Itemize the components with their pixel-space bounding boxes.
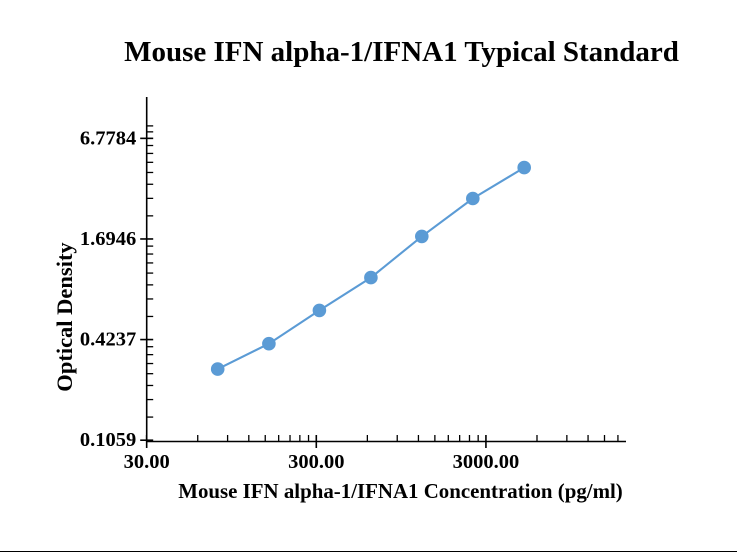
svg-text:1.6946: 1.6946 (80, 228, 136, 250)
svg-text:3000.00: 3000.00 (453, 451, 520, 473)
svg-text:0.1059: 0.1059 (80, 429, 136, 451)
svg-text:30.00: 30.00 (124, 451, 170, 473)
svg-text:0.4237: 0.4237 (80, 329, 136, 351)
svg-text:6.7784: 6.7784 (80, 127, 136, 149)
svg-text:300.00: 300.00 (288, 451, 344, 473)
